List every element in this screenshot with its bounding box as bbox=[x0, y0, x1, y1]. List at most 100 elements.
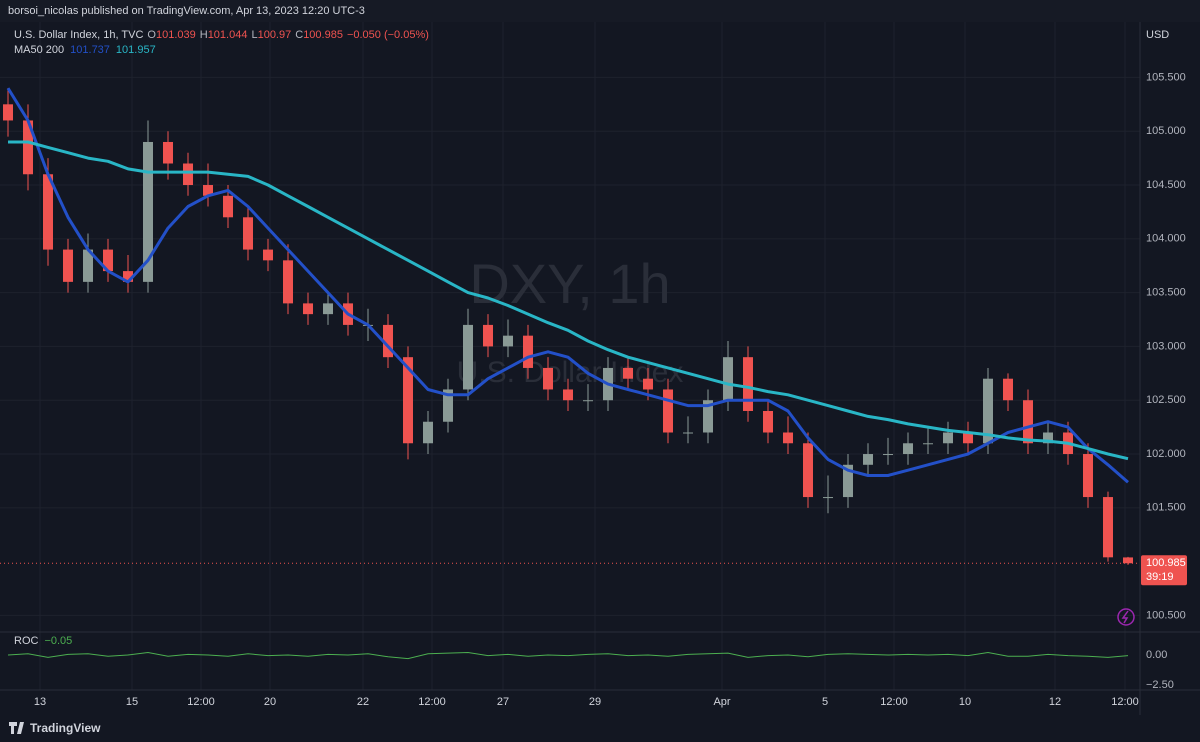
moving-average bbox=[6, 87, 1129, 484]
candle-body bbox=[1023, 400, 1033, 444]
candle-body bbox=[903, 443, 913, 455]
x-tick-label: 10 bbox=[959, 696, 971, 708]
x-tick-label: 12 bbox=[1049, 696, 1061, 708]
x-tick-label: 13 bbox=[34, 696, 46, 708]
candle-body bbox=[103, 249, 113, 272]
watermark: DXY, 1h bbox=[469, 252, 670, 315]
ma200-value: 101.957 bbox=[116, 44, 156, 56]
x-tick-label: 20 bbox=[264, 696, 276, 708]
candle-body bbox=[583, 400, 593, 402]
top-bar bbox=[0, 0, 1200, 22]
y-tick-label: 100.500 bbox=[1146, 609, 1186, 621]
x-tick-label: 27 bbox=[497, 696, 509, 708]
candle-body bbox=[963, 432, 973, 444]
candle-body bbox=[483, 324, 493, 347]
candle-body bbox=[943, 432, 953, 444]
candle-body bbox=[223, 195, 233, 218]
candle-body bbox=[203, 185, 213, 196]
y-tick-label: 105.000 bbox=[1146, 125, 1186, 137]
candle-body bbox=[1003, 378, 1013, 401]
candle-body bbox=[183, 163, 193, 186]
x-tick-label: 12:00 bbox=[187, 696, 215, 708]
publisher: borsoi_nicolas published on TradingView.… bbox=[8, 5, 365, 17]
x-tick-label: 12:00 bbox=[1111, 696, 1139, 708]
candle-body bbox=[323, 303, 333, 315]
price-box bbox=[1141, 555, 1187, 586]
roc-tick-label: −2.50 bbox=[1146, 679, 1174, 691]
o: O bbox=[147, 29, 156, 41]
roc-label: ROC bbox=[14, 635, 39, 647]
candle-body bbox=[463, 324, 473, 390]
grid bbox=[0, 22, 1140, 690]
y-tick-label: 103.500 bbox=[1146, 287, 1186, 299]
candle-body bbox=[63, 249, 73, 282]
candle-body bbox=[143, 141, 153, 282]
candle-body bbox=[863, 454, 873, 465]
candle-body bbox=[703, 400, 713, 433]
candle-body bbox=[783, 432, 793, 444]
roc-value: −0.05 bbox=[44, 635, 72, 647]
y-tick-label: 104.000 bbox=[1146, 233, 1186, 245]
candle-body bbox=[423, 421, 433, 444]
alert-bolt bbox=[1121, 610, 1129, 624]
x-tick-label: 22 bbox=[357, 696, 369, 708]
candle-body bbox=[743, 357, 753, 411]
candle-body bbox=[243, 217, 253, 250]
alert-icon[interactable] bbox=[1117, 608, 1135, 626]
roc-legend: ROC −0.05 bbox=[14, 635, 72, 647]
candle-body bbox=[663, 389, 673, 433]
candle-body bbox=[1123, 557, 1133, 564]
candle-body bbox=[3, 104, 13, 121]
y-tick-label: 105.500 bbox=[1146, 71, 1186, 83]
candle-body bbox=[623, 367, 633, 379]
candle-body bbox=[983, 378, 993, 444]
candle-body bbox=[923, 443, 933, 445]
candle-body bbox=[523, 335, 533, 368]
x-tick-label: 12:00 bbox=[880, 696, 908, 708]
candle-body bbox=[283, 260, 293, 304]
x-tick-label: Apr bbox=[713, 696, 730, 708]
candle-body bbox=[683, 432, 693, 434]
x-tick-label: 5 bbox=[822, 696, 828, 708]
roc-tick-label: 0.00 bbox=[1146, 649, 1167, 661]
candle-body bbox=[403, 357, 413, 444]
y-tick-label: 102.000 bbox=[1146, 448, 1186, 460]
candle-body bbox=[43, 174, 53, 250]
candle-body bbox=[503, 335, 513, 347]
ma-legend: MA50 200 101.737 101.957 bbox=[14, 44, 156, 56]
roc-line bbox=[7, 651, 1129, 660]
l: L bbox=[251, 29, 257, 41]
candle-body bbox=[443, 389, 453, 422]
candle-body bbox=[83, 249, 93, 282]
candle-body bbox=[163, 141, 173, 164]
h: H bbox=[200, 29, 208, 41]
open: 101.039 bbox=[156, 29, 196, 41]
footer-brand: TradingView bbox=[30, 721, 101, 735]
bottom-bar bbox=[0, 715, 1200, 742]
close: 100.985 bbox=[303, 29, 343, 41]
symbol: U.S. Dollar Index, 1h, TVC bbox=[14, 29, 143, 41]
candle-body bbox=[23, 120, 33, 175]
c: C bbox=[295, 29, 303, 41]
plot bbox=[0, 87, 1140, 660]
candle-body bbox=[1083, 454, 1093, 498]
candle-body bbox=[1043, 432, 1053, 444]
y-tick-label: 102.500 bbox=[1146, 394, 1186, 406]
candle-body bbox=[543, 367, 553, 390]
y-tick-label: 101.500 bbox=[1146, 502, 1186, 514]
y-tick-label: 103.000 bbox=[1146, 340, 1186, 352]
countdown: 39:19 bbox=[1146, 571, 1174, 583]
moving-average bbox=[8, 140, 1129, 461]
candle-body bbox=[823, 497, 833, 499]
y-tick-label: 104.500 bbox=[1146, 179, 1186, 191]
candle-body bbox=[803, 443, 813, 498]
x-tick-label: 12:00 bbox=[418, 696, 446, 708]
candle-body bbox=[1103, 497, 1113, 558]
low: 100.97 bbox=[258, 29, 292, 41]
candle-body bbox=[563, 389, 573, 401]
candle-body bbox=[883, 454, 893, 456]
candle-body bbox=[123, 271, 133, 282]
high: 101.044 bbox=[208, 29, 248, 41]
candle-body bbox=[763, 410, 773, 433]
